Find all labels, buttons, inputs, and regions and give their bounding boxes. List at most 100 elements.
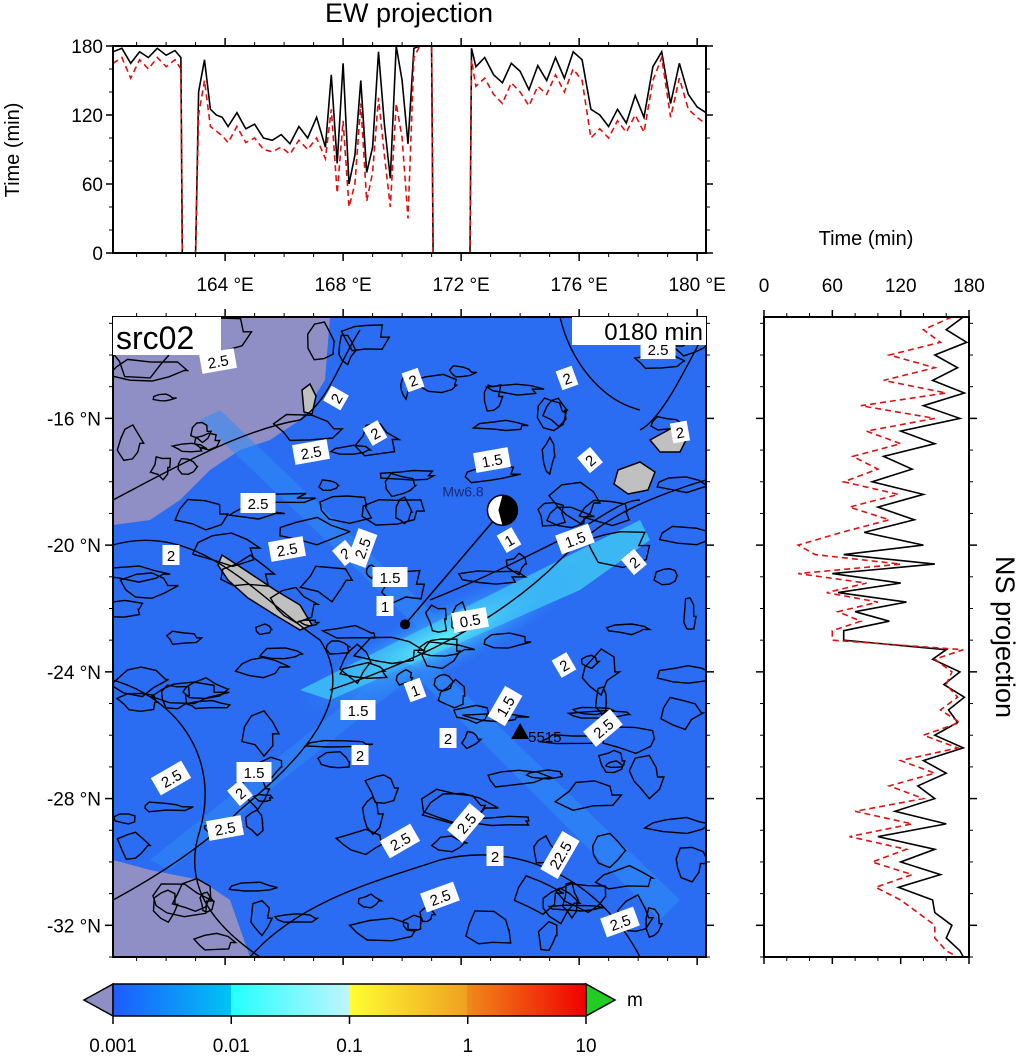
contour-label-box	[351, 745, 369, 765]
contour-label-box	[292, 439, 330, 465]
ew-series-line-0	[113, 46, 706, 253]
contour-loop	[537, 920, 558, 952]
contour-label-text: 2.5	[207, 352, 230, 372]
contour-label-box	[162, 545, 180, 565]
ew-xtick-label: 180 °E	[669, 275, 726, 296]
contour-loop	[320, 624, 377, 639]
contour-loop	[306, 321, 336, 361]
ns-series	[796, 317, 969, 957]
ew-projection-panel: EW projection Time (min) 0 60 120 180 164 °E…	[2, 0, 726, 296]
contour-label-box	[379, 823, 421, 859]
contour-loop	[471, 419, 529, 432]
time-label: 0180 min	[604, 319, 703, 346]
contour-label: 1.5	[372, 567, 408, 587]
contour-label-text: 1.5	[348, 703, 369, 720]
contour-label: 2	[362, 420, 388, 446]
contour-label-box	[362, 420, 388, 446]
contour-loop	[329, 444, 373, 455]
contour-loop	[165, 630, 204, 646]
contour-loop	[241, 710, 281, 758]
contour-label: 2	[401, 367, 425, 393]
ns-ticks: 0 60 120 180	[756, 276, 985, 964]
contour-label-box	[236, 762, 272, 782]
contour-label-box	[268, 536, 306, 562]
colorbar-unit: m	[627, 990, 643, 1011]
fault-line	[404, 509, 504, 625]
beachball-icon	[486, 494, 519, 527]
contour-label: 2	[621, 548, 647, 576]
ns-xtick-label: 0	[759, 276, 770, 297]
contour-label-box	[376, 596, 394, 616]
contour-label-text: 2	[675, 424, 686, 442]
contour-line	[113, 679, 261, 957]
colorbar-seg-4	[467, 984, 586, 1016]
source-magnitude-label: Mw6.8	[442, 483, 483, 499]
contour-loop	[628, 754, 665, 800]
contour-loop	[505, 552, 528, 576]
contour-loop	[594, 686, 608, 719]
colorbar-tick-label: 1	[462, 1036, 473, 1057]
contour-label: 2.5	[420, 881, 460, 913]
contour-loop	[181, 677, 231, 700]
contour-loop	[483, 632, 532, 649]
contour-loop	[250, 899, 274, 937]
contour-label-box	[540, 830, 580, 880]
contour-label-text: 1	[381, 599, 389, 616]
contour-loop	[581, 648, 622, 697]
contour-loop	[357, 893, 384, 909]
contour-line	[113, 539, 334, 901]
contour-loop	[269, 586, 321, 624]
contour-label-text: 2	[167, 548, 175, 565]
contour-label: 2.5	[600, 906, 640, 938]
contour-loop	[228, 881, 278, 892]
map-ytick-label: -16 °N	[47, 409, 101, 430]
contour-loop	[318, 479, 341, 492]
energy-ray-se	[420, 660, 680, 920]
map-ytick-label: -24 °N	[47, 663, 101, 684]
contour-loop	[683, 597, 697, 631]
contour-label: 2.5	[292, 439, 330, 465]
contour-label-text: 2.5	[608, 912, 633, 935]
contour-label: 2	[351, 745, 369, 765]
contour-loop	[597, 749, 626, 774]
contour-loop	[561, 881, 580, 920]
ew-xtick-label: 164 °E	[196, 275, 253, 296]
contour-loop	[174, 498, 230, 531]
ns-title: NS projection	[990, 556, 1017, 718]
contour-label-box	[206, 815, 244, 841]
contour-label-box	[340, 700, 376, 720]
contour-line	[249, 854, 641, 957]
contour-label-box	[555, 523, 595, 555]
ns-series-line-1	[796, 317, 964, 957]
colorbar-tick-label: 0.001	[89, 1036, 137, 1057]
contour-label-box	[439, 728, 457, 748]
map-ticks: -16 °N -20 °N -24 °N -28 °N -32 °N	[47, 309, 714, 965]
colorbar-tick-label: 10	[575, 1036, 596, 1057]
contour-label-box	[403, 677, 427, 703]
contour-loop	[542, 887, 582, 925]
contour-label-text: 2.5	[648, 342, 669, 359]
contour-loop	[113, 599, 144, 618]
contour-loop	[273, 913, 320, 923]
contour-label-text: 2.5	[248, 496, 269, 513]
station-triangle-icon	[511, 723, 530, 740]
contour-loop	[553, 780, 623, 812]
ew-xtick-label: 168 °E	[314, 275, 371, 296]
contour-label-box	[486, 846, 504, 866]
contour-loop	[113, 358, 190, 382]
contour-loop	[258, 647, 304, 660]
contour-loop	[537, 501, 567, 527]
contour-label-box	[473, 447, 511, 473]
contour-label-box	[496, 527, 522, 553]
contour-loop	[272, 413, 345, 442]
contour-label: 2	[439, 728, 457, 748]
ns-series-line-0	[832, 317, 969, 957]
contour-loop	[338, 334, 359, 366]
contour-label-box	[372, 567, 408, 587]
contour-loop	[192, 932, 238, 951]
station-label: 5515	[528, 729, 561, 746]
ew-xtick-label: 172 °E	[432, 275, 489, 296]
contour-loop	[364, 774, 400, 805]
